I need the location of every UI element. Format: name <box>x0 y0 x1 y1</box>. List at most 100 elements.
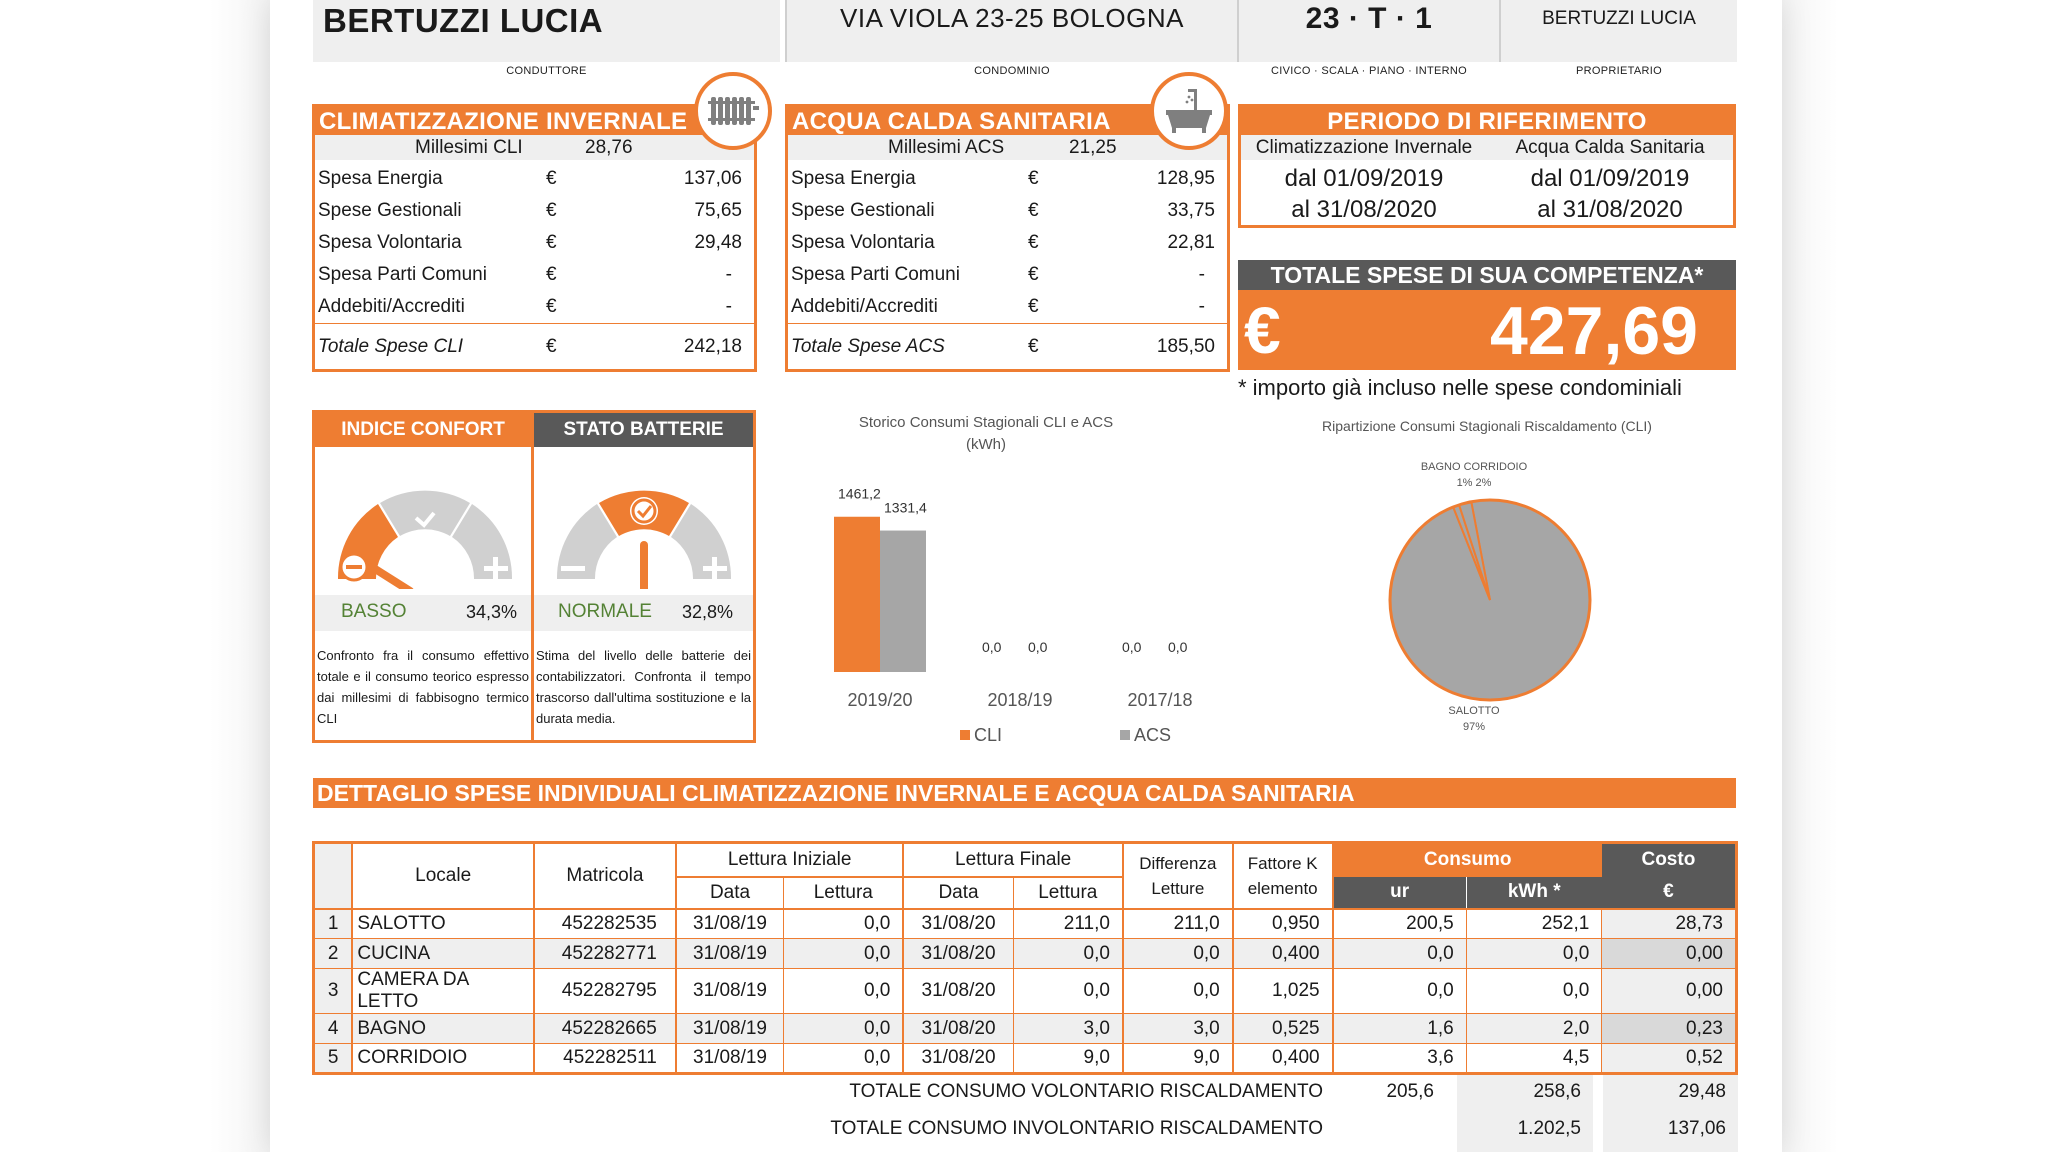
confort-description: Confronto fra il consumo effettivo total… <box>317 648 529 726</box>
detail-table-body: 1 SALOTTO 452282535 31/08/19 0,0 31/08/20 211,… <box>313 908 1737 1074</box>
cli-row-label: Spesa Parti Comuni <box>318 264 487 285</box>
cli-row-currency: € <box>546 264 557 285</box>
bar-chart-subtitle: (kWh) <box>966 436 1006 453</box>
cli-total-label: Totale Spese CLI <box>318 336 464 357</box>
bar-category-label: 2018/19 <box>987 690 1052 710</box>
pie-chart: BAGNO CORRIDOIO 1% 2% SALOTTO 97% <box>1388 461 1592 733</box>
row-index: 3 <box>313 968 354 1014</box>
row-differenza: 211,0 <box>1122 908 1234 939</box>
pie-label: 1% 2% <box>1457 477 1492 489</box>
cli-row-currency: € <box>546 168 557 189</box>
totals-row: TOTALE CONSUMO VOLONTARIO RISCALDAMENTO 2… <box>312 1075 1738 1112</box>
acs-box: ACQUA CALDA SANITARIA Millesimi ACS 21,2… <box>785 104 1230 372</box>
acs-row-currency: € <box>1028 296 1039 317</box>
cli-total-value: 242,18 <box>683 336 742 357</box>
row-index: 4 <box>313 1013 354 1044</box>
legend-swatch <box>960 730 970 740</box>
legend-label: CLI <box>974 725 1002 745</box>
col-differenza-head: Differenza Letture <box>1122 842 1234 909</box>
periodo-col1-to: al 31/08/2020 <box>1291 196 1437 223</box>
batterie-box: STATO BATTERIE NORMALE 32,8% Stima del l… <box>534 410 756 743</box>
bathtub-icon <box>1150 72 1228 150</box>
acs-row-currency: € <box>1028 168 1039 189</box>
col-matricola-head: Matricola <box>534 842 677 909</box>
legend-label: ACS <box>1134 725 1171 745</box>
condominio-box: VIA VIOLA 23-25 BOLOGNA <box>787 0 1237 62</box>
batterie-description: Stima del livello delle batterie dei con… <box>536 648 751 726</box>
totals-label: TOTALE CONSUMO VOLONTARIO RISCALDAMENTO <box>849 1081 1323 1102</box>
confort-status-row: BASSO 34,3% <box>315 595 531 631</box>
bar-data-label: 0,0 <box>1028 639 1048 655</box>
row-data-iniziale: 31/08/19 <box>675 1043 785 1074</box>
row-matricola: 452282795 <box>534 968 677 1014</box>
row-locale: CAMERA DA LETTO <box>352 968 535 1014</box>
acs-row-value: - <box>1198 264 1205 285</box>
row-euro: 28,73 <box>1601 908 1737 939</box>
bar-chart-title: Storico Consumi Stagionali CLI e ACS <box>858 414 1114 431</box>
acs-millesimi-label: Millesimi ACS <box>888 137 1005 158</box>
periodo-col2-from: dal 01/09/2019 <box>1530 165 1690 192</box>
row-lettura-iniziale: 0,0 <box>783 938 905 969</box>
row-lettura-finale: 9,0 <box>1013 1043 1124 1074</box>
detail-title: DETTAGLIO SPESE INDIVIDUALI CLIMATIZZAZI… <box>313 778 1736 808</box>
row-lettura-finale: 211,0 <box>1013 908 1124 939</box>
cli-row-value: 75,65 <box>694 200 742 221</box>
acs-divider <box>788 323 1227 324</box>
confort-percent: 34,3% <box>465 602 517 622</box>
totale-amount: 427,69 <box>1490 293 1698 369</box>
row-matricola: 452282665 <box>534 1013 677 1044</box>
row-kwh: 252,1 <box>1466 908 1603 939</box>
row-ur: 1,6 <box>1332 1013 1467 1044</box>
acs-row-currency: € <box>1028 232 1039 253</box>
acs-millesimi-row: Millesimi ACS 21,25 <box>788 135 1227 160</box>
row-matricola: 452282535 <box>534 908 677 939</box>
conduttore-box: BERTUZZI LUCIA <box>313 0 780 62</box>
row-kwh: 4,5 <box>1466 1043 1603 1074</box>
row-locale: SALOTTO <box>352 908 535 939</box>
cli-divider <box>315 323 754 324</box>
row-index: 1 <box>313 908 354 939</box>
row-euro: 0,23 <box>1601 1013 1737 1044</box>
periodo-col2-head: Acqua Calda Sanitaria <box>1515 137 1705 158</box>
col-lettura-iniziale-head: Lettura Iniziale <box>675 842 905 878</box>
col-fattore-head: Fattore K elemento <box>1232 842 1334 909</box>
detail-table: Locale Matricola Lettura Iniziale Lettur… <box>312 841 1738 1075</box>
totale-note: * importo già incluso nelle spese condom… <box>1238 375 1682 400</box>
col-locale-head: Locale <box>352 842 535 909</box>
row-euro: 0,00 <box>1601 968 1737 1014</box>
col-euro-head: € <box>1601 876 1737 909</box>
row-euro: 0,00 <box>1601 938 1737 969</box>
bar-category-label: 2019/20 <box>847 690 912 710</box>
confort-gauge <box>337 490 513 589</box>
pie-label: SALOTTO <box>1448 705 1500 717</box>
row-differenza: 3,0 <box>1122 1013 1234 1044</box>
header-divider <box>1499 0 1501 62</box>
cli-row-value: 137,06 <box>683 168 742 189</box>
col-lettura-iniziale-sub: Lettura <box>783 876 905 909</box>
row-locale: CORRIDOIO <box>352 1043 535 1074</box>
row-index: 5 <box>313 1043 354 1074</box>
cli-row-currency: € <box>546 296 557 317</box>
row-differenza: 9,0 <box>1122 1043 1234 1074</box>
acs-row-label: Spesa Parti Comuni <box>791 264 960 285</box>
col-ur-head: ur <box>1332 876 1467 909</box>
pie-label: 97% <box>1463 721 1485 733</box>
row-lettura-finale: 0,0 <box>1013 968 1124 1014</box>
row-kwh: 0,0 <box>1466 938 1603 969</box>
batterie-gauge <box>556 490 732 589</box>
table-row: 2 CUCINA 452282771 31/08/19 0,0 31/08/20 0,0 0,… <box>313 938 1737 969</box>
row-ur: 200,5 <box>1332 908 1467 939</box>
row-data-finale: 31/08/20 <box>903 938 1014 969</box>
acs-row-label: Spesa Volontaria <box>791 232 935 253</box>
totals-euro: 166,54 <box>1603 1149 1738 1152</box>
detail-table-wrap: Locale Matricola Lettura Iniziale Lettur… <box>312 841 1738 1152</box>
acs-row-currency: € <box>1028 200 1039 221</box>
confort-title: INDICE CONFORT <box>315 413 531 447</box>
totale-title: TOTALE SPESE DI SUA COMPETENZA* <box>1238 260 1736 290</box>
page-background-right <box>1768 0 2048 1152</box>
totale-currency: € <box>1244 293 1281 367</box>
acs-row-value: - <box>1198 296 1205 317</box>
proprietario-name: BERTUZZI LUCIA <box>1542 8 1696 29</box>
acs-row-value: 33,75 <box>1167 200 1215 221</box>
periodo-title: PERIODO DI RIFERIMENTO <box>1241 107 1733 135</box>
